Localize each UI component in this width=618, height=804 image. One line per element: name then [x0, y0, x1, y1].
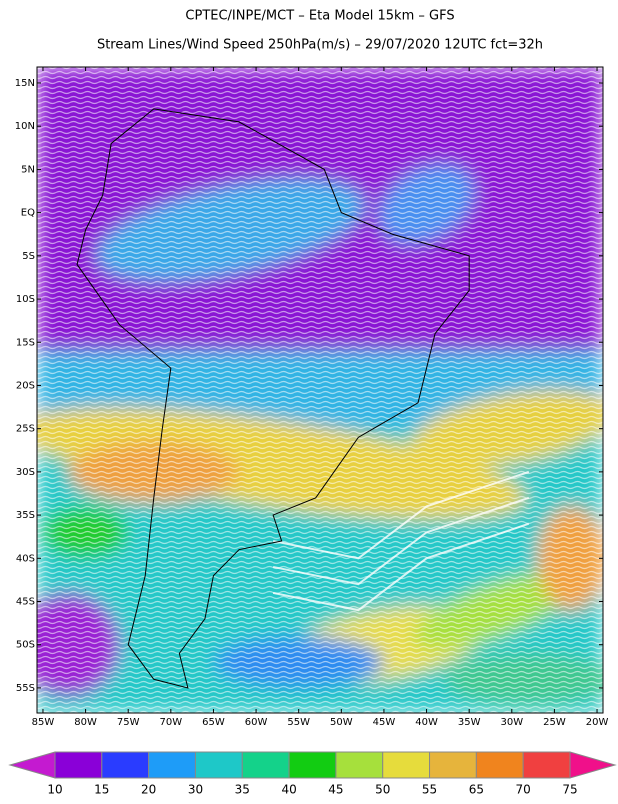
colorbar-label: 15: [94, 783, 109, 797]
title: CPTEC/INPE/MCT – Eta Model 15km – GFS: [185, 9, 454, 24]
x-tick-label: 85W: [32, 717, 55, 728]
x-tick-label: 70W: [160, 717, 183, 728]
colorbar-box: [241, 751, 290, 779]
x-tick-label: 55W: [287, 717, 310, 728]
y-tick-label: 50S: [16, 640, 35, 651]
streamline: [272, 470, 530, 560]
colorbar-low: [8, 751, 56, 779]
colorbar-box: [54, 751, 103, 779]
y-tick-label: 35S: [16, 510, 35, 521]
colorbar-box: [522, 751, 571, 779]
x-tick-label: 20W: [586, 717, 609, 728]
colorbar-box: [382, 751, 431, 779]
subtitle: Stream Lines/Wind Speed 250hPa(m/s) – 29…: [97, 38, 543, 53]
y-tick-label: 25S: [16, 424, 35, 435]
y-tick-label: 45S: [16, 597, 35, 608]
y-tick-label: 10S: [16, 294, 35, 305]
x-tick-label: 35W: [458, 717, 481, 728]
streamline: [272, 496, 530, 586]
colorbar-label: 70: [516, 783, 531, 797]
x-tick-label: 65W: [202, 717, 225, 728]
colorbar-label: 65: [469, 783, 484, 797]
x-tick-label: 40W: [415, 717, 438, 728]
wind-field: [37, 67, 603, 713]
streamline-texture: [37, 67, 603, 713]
y-tick-label: 10N: [15, 121, 35, 132]
colorbar-label: 40: [281, 783, 296, 797]
colorbar-label: 75: [562, 783, 577, 797]
streamline: [272, 522, 530, 612]
colorbar-box: [148, 751, 196, 779]
colorbar-high: [569, 751, 617, 779]
y-tick-label: 55S: [16, 683, 35, 694]
x-tick-label: 45W: [373, 717, 396, 728]
x-tick-label: 25W: [543, 717, 566, 728]
y-tick-label: 5N: [21, 164, 35, 175]
x-tick-label: 30W: [500, 717, 523, 728]
y-tick-label: 15N: [15, 78, 35, 89]
coastline: [76, 108, 470, 689]
y-tick-label: 15S: [16, 337, 35, 348]
y-tick-label: 40S: [16, 553, 35, 564]
x-tick-label: 60W: [245, 717, 268, 728]
colorbar-box: [194, 751, 243, 779]
y-tick-label: 30S: [16, 467, 35, 478]
x-tick-label: 75W: [117, 717, 140, 728]
colorbar-label: 35: [235, 783, 250, 797]
colorbar-label: 50: [375, 783, 390, 797]
colorbar-label: 20: [141, 783, 156, 797]
colorbar-box: [288, 751, 337, 779]
colorbar-box: [429, 751, 477, 779]
colorbar-box: [335, 751, 384, 779]
colorbar-label: 30: [188, 783, 203, 797]
colorbar-label: 55: [422, 783, 437, 797]
x-tick-label: 50W: [330, 717, 353, 728]
colorbar-box: [101, 751, 150, 779]
map-frame: [36, 66, 604, 714]
colorbar-box: [475, 751, 524, 779]
y-tick-label: 20S: [16, 380, 35, 391]
colorbar-label: 45: [328, 783, 343, 797]
x-tick-label: 80W: [74, 717, 97, 728]
y-tick-label: EQ: [21, 208, 35, 219]
colorbar-label: 10: [47, 783, 62, 797]
y-tick-label: 5S: [22, 251, 35, 262]
